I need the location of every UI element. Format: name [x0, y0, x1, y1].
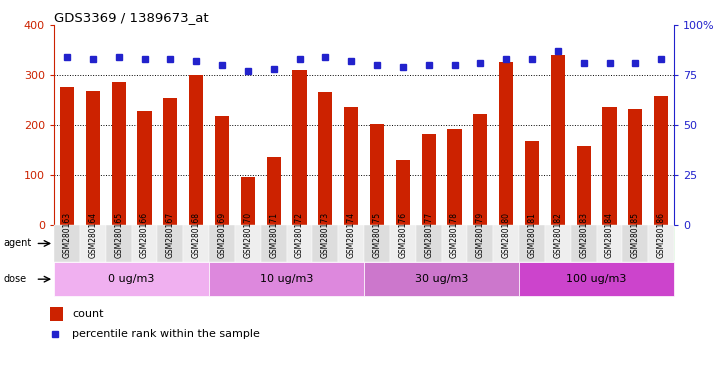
Text: GSM280169: GSM280169	[218, 212, 226, 258]
Text: 30 ug/m3: 30 ug/m3	[415, 274, 469, 284]
Bar	[577, 146, 590, 225]
Bar	[293, 70, 306, 225]
Bar	[215, 116, 229, 225]
Text: GSM280172: GSM280172	[295, 212, 304, 258]
Text: 100 ug/m3: 100 ug/m3	[567, 274, 627, 284]
Bar	[241, 177, 255, 225]
Bar	[86, 91, 100, 225]
Text: GSM280166: GSM280166	[140, 212, 149, 258]
Bar	[364, 262, 519, 296]
Text: GDS3369 / 1389673_at: GDS3369 / 1389673_at	[54, 12, 208, 25]
Bar	[370, 124, 384, 225]
Bar	[448, 129, 461, 225]
Bar	[519, 262, 674, 296]
Text: agent: agent	[4, 238, 32, 248]
Bar	[54, 227, 209, 260]
Text: GSM280173: GSM280173	[321, 212, 329, 258]
Bar	[267, 157, 280, 225]
Bar	[422, 134, 435, 225]
Text: GSM280184: GSM280184	[605, 212, 614, 258]
Bar	[112, 83, 125, 225]
Bar	[473, 114, 487, 225]
Text: GSM280163: GSM280163	[63, 212, 71, 258]
Bar	[209, 227, 674, 260]
Bar	[344, 108, 358, 225]
Text: GSM280170: GSM280170	[244, 212, 252, 258]
Bar	[209, 262, 364, 296]
Text: GSM280183: GSM280183	[579, 212, 588, 258]
Text: percentile rank within the sample: percentile rank within the sample	[72, 329, 260, 339]
Text: dose: dose	[4, 274, 27, 284]
Bar	[525, 141, 539, 225]
Text: 0 ug/m3: 0 ug/m3	[108, 274, 155, 284]
Text: control: control	[112, 238, 151, 248]
Bar	[628, 109, 642, 225]
Text: GSM280165: GSM280165	[114, 212, 123, 258]
Text: GSM280176: GSM280176	[399, 212, 407, 258]
Text: GSM280181: GSM280181	[528, 213, 536, 258]
Bar	[603, 108, 616, 225]
Text: GSM280164: GSM280164	[89, 212, 97, 258]
Bar	[50, 307, 63, 321]
Bar	[163, 98, 177, 225]
Text: GSM280180: GSM280180	[502, 212, 510, 258]
Bar	[318, 93, 332, 225]
Text: GSM280186: GSM280186	[657, 212, 665, 258]
Text: GSM280167: GSM280167	[166, 212, 174, 258]
Bar	[396, 160, 410, 225]
Bar	[551, 55, 565, 225]
Bar	[54, 262, 209, 296]
Text: GSM280175: GSM280175	[373, 212, 381, 258]
Text: GSM280178: GSM280178	[450, 212, 459, 258]
Text: GSM280185: GSM280185	[631, 212, 640, 258]
Text: GSM280174: GSM280174	[347, 212, 355, 258]
Text: GSM280168: GSM280168	[192, 212, 200, 258]
Bar	[654, 96, 668, 225]
Bar	[499, 63, 513, 225]
Bar	[189, 75, 203, 225]
Text: GSM280177: GSM280177	[424, 212, 433, 258]
Text: GSM280171: GSM280171	[269, 212, 278, 258]
Text: 10 ug/m3: 10 ug/m3	[260, 274, 314, 284]
Text: count: count	[72, 309, 104, 319]
Text: GSM280179: GSM280179	[476, 212, 485, 258]
Text: GSM280182: GSM280182	[554, 213, 562, 258]
Bar	[138, 111, 151, 225]
Text: zinc: zinc	[430, 238, 453, 248]
Bar	[60, 88, 74, 225]
